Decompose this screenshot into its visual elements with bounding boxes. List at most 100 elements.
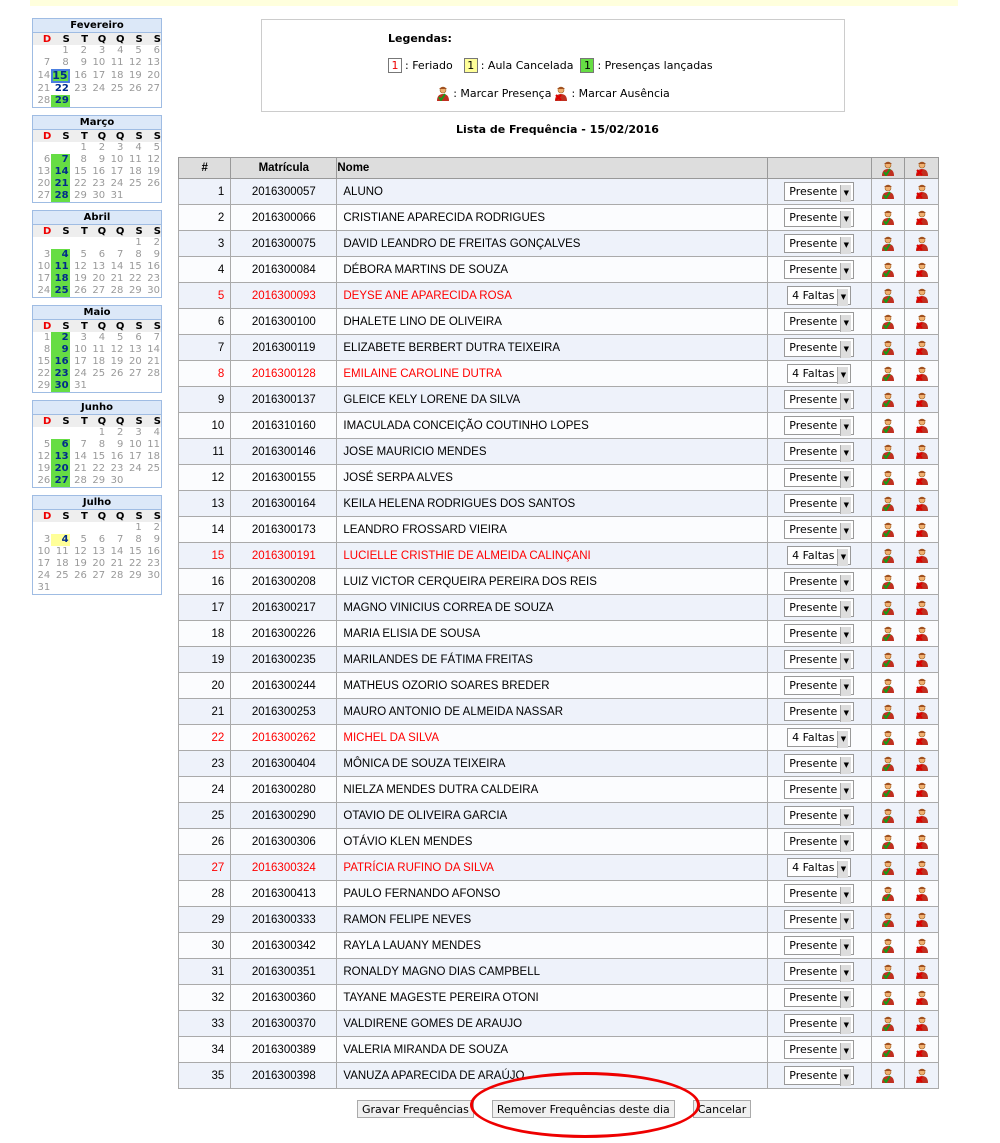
mark-present-button[interactable] xyxy=(870,932,906,959)
calendar-day[interactable]: 4 xyxy=(51,249,70,261)
calendar-day[interactable]: 6 xyxy=(135,332,142,343)
calendar-day[interactable]: 15 xyxy=(37,356,51,367)
calendar-day[interactable]: 11 xyxy=(92,344,106,355)
calendar-day[interactable]: 7 xyxy=(153,332,160,343)
calendar-day[interactable]: 7 xyxy=(80,439,87,450)
calendar-day[interactable]: 29 xyxy=(92,475,106,486)
calendar-day[interactable]: 3 xyxy=(80,332,87,343)
calendar-day[interactable]: 11 xyxy=(128,154,142,165)
mark-absent-button[interactable] xyxy=(904,750,939,777)
calendar-day[interactable]: 28 xyxy=(110,570,124,581)
calendar-day[interactable]: 9 xyxy=(117,439,124,450)
attendance-select[interactable]: Presente ▼ xyxy=(784,208,855,228)
mark-present-button[interactable] xyxy=(870,984,906,1011)
calendar-day[interactable]: 10 xyxy=(74,344,87,355)
mark-absent-button[interactable] xyxy=(904,256,939,283)
calendar-day[interactable]: 23 xyxy=(147,273,160,284)
mark-absent-button[interactable] xyxy=(904,230,939,257)
calendar-day[interactable]: 28 xyxy=(147,368,160,379)
calendar-day[interactable]: 6 xyxy=(98,534,106,545)
calendar-day[interactable]: 15 xyxy=(74,166,87,177)
attendance-select[interactable]: Presente ▼ xyxy=(784,260,855,280)
attendance-select[interactable]: Presente ▼ xyxy=(784,754,855,774)
attendance-select[interactable]: Presente ▼ xyxy=(784,182,855,202)
calendar-day[interactable]: 5 xyxy=(80,534,87,545)
calendar-day[interactable]: 23 xyxy=(110,463,124,474)
calendar-day[interactable]: 15 xyxy=(51,69,70,83)
calendar-day[interactable]: 5 xyxy=(80,249,87,260)
mark-absent-button[interactable] xyxy=(904,906,939,933)
calendar-day[interactable]: 8 xyxy=(62,57,69,68)
mark-absent-button[interactable] xyxy=(904,958,939,985)
calendar-day[interactable]: 17 xyxy=(37,273,51,284)
mark-absent-button[interactable] xyxy=(904,1010,939,1037)
calendar-day[interactable]: 13 xyxy=(37,166,51,177)
mark-absent-button[interactable] xyxy=(904,828,939,855)
attendance-select[interactable]: Presente ▼ xyxy=(784,936,855,956)
calendar-day[interactable]: 31 xyxy=(74,380,87,391)
calendar-day[interactable]: 12 xyxy=(37,451,51,462)
calendar-day[interactable]: 3 xyxy=(98,45,106,56)
mark-absent-button[interactable] xyxy=(904,984,939,1011)
calendar-day[interactable]: 6 xyxy=(98,249,106,260)
calendar-day[interactable]: 28 xyxy=(37,95,51,106)
calendar-day[interactable]: 29 xyxy=(51,95,70,107)
calendar-day[interactable]: 6 xyxy=(43,154,51,165)
calendar-day[interactable]: 14 xyxy=(37,70,51,81)
mark-present-button[interactable] xyxy=(870,360,906,387)
attendance-select[interactable]: Presente ▼ xyxy=(784,312,855,332)
calendar-day[interactable]: 14 xyxy=(110,546,124,557)
calendar-day[interactable]: 26 xyxy=(74,285,87,296)
calendar-day[interactable]: 7 xyxy=(117,249,124,260)
calendar-day[interactable]: 2 xyxy=(80,45,88,56)
calendar-day[interactable]: 18 xyxy=(55,558,69,569)
calendar-day[interactable]: 15 xyxy=(128,546,142,557)
calendar-day[interactable]: 11 xyxy=(110,57,124,68)
mark-present-button[interactable] xyxy=(870,776,906,803)
calendar-day[interactable]: 28 xyxy=(110,285,124,296)
calendar-day[interactable]: 22 xyxy=(37,368,51,379)
cancel-button[interactable]: Cancelar xyxy=(692,1100,752,1118)
calendar-day[interactable]: 9 xyxy=(153,534,160,545)
calendar-day[interactable]: 25 xyxy=(55,570,69,581)
calendar-day[interactable]: 10 xyxy=(37,261,51,272)
calendar-day[interactable]: 26 xyxy=(147,178,160,189)
calendar-day[interactable]: 23 xyxy=(147,558,160,569)
calendar-day[interactable]: 14 xyxy=(147,344,160,355)
calendar-day[interactable]: 20 xyxy=(92,558,106,569)
calendar-day[interactable]: 27 xyxy=(147,83,160,94)
mark-absent-button[interactable] xyxy=(904,490,939,517)
calendar-day[interactable]: 18 xyxy=(147,451,160,462)
calendar-day[interactable]: 3 xyxy=(135,427,142,438)
mark-absent-button[interactable] xyxy=(904,282,939,309)
calendar-day[interactable]: 12 xyxy=(110,344,124,355)
calendar-day[interactable]: 8 xyxy=(135,249,142,260)
mark-present-button[interactable] xyxy=(870,568,906,595)
mark-present-button[interactable] xyxy=(870,828,906,855)
calendar-day[interactable]: 9 xyxy=(51,344,70,356)
attendance-select[interactable]: Presente ▼ xyxy=(784,806,855,826)
calendar-day[interactable]: 27 xyxy=(92,570,106,581)
calendar-day[interactable]: 8 xyxy=(80,154,87,165)
attendance-select[interactable]: Presente ▼ xyxy=(784,572,855,592)
attendance-select[interactable]: 4 Faltas ▼ xyxy=(787,286,852,306)
calendar-day[interactable]: 14 xyxy=(74,451,87,462)
mark-absent-button[interactable] xyxy=(904,568,939,595)
calendar-day[interactable]: 19 xyxy=(74,273,87,284)
calendar-day[interactable]: 2 xyxy=(51,332,70,344)
mark-present-button[interactable] xyxy=(870,438,906,465)
calendar-day[interactable]: 9 xyxy=(80,57,88,68)
mark-absent-button[interactable] xyxy=(904,594,939,621)
attendance-select[interactable]: Presente ▼ xyxy=(784,234,855,254)
calendar-day[interactable]: 31 xyxy=(110,190,124,201)
calendar-day[interactable]: 19 xyxy=(128,70,142,81)
attendance-select[interactable]: Presente ▼ xyxy=(784,494,855,514)
calendar-day[interactable]: 21 xyxy=(37,83,51,94)
mark-all-present-button[interactable] xyxy=(870,157,906,179)
calendar-day[interactable]: 10 xyxy=(92,57,106,68)
mark-absent-button[interactable] xyxy=(904,178,939,205)
mark-present-button[interactable] xyxy=(870,256,906,283)
mark-absent-button[interactable] xyxy=(904,542,939,569)
calendar-day[interactable]: 19 xyxy=(74,558,87,569)
calendar-day[interactable]: 4 xyxy=(153,427,160,438)
